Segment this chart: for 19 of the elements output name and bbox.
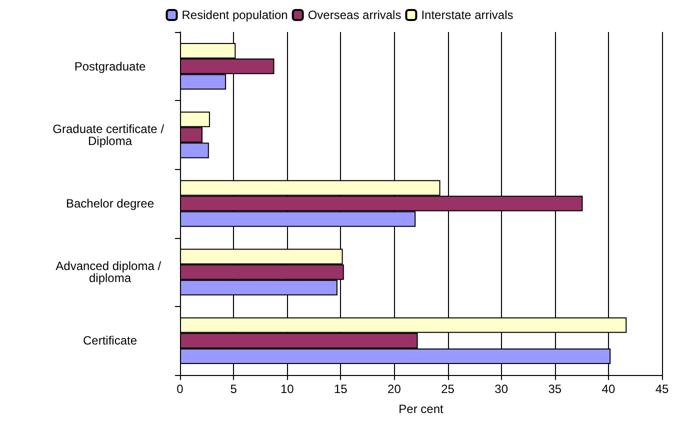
y-tick-label: Postgraduate [74, 59, 146, 74]
x-tick-label: 25 [441, 382, 455, 396]
x-axis-title: Per cent [398, 402, 444, 416]
y-tick-label: Certificate [82, 334, 138, 348]
x-tick-label: 5 [230, 382, 238, 396]
x-tick-label: 30 [494, 382, 508, 396]
x-tick-label: 45 [655, 382, 669, 396]
x-tick-label: 35 [548, 382, 562, 396]
x-tick-label: 15 [334, 382, 348, 396]
x-tick-label: 0 [176, 382, 184, 396]
y-tick-label: Bachelor degree [66, 196, 154, 210]
y-tick-label: Graduate certificate / Diploma [52, 122, 168, 148]
x-tick-label: 20 [388, 382, 402, 396]
legend-label: Resident population [182, 8, 288, 22]
x-tick-label: 10 [280, 382, 294, 396]
y-tick-label: Advanced diploma / diploma [56, 259, 164, 286]
legend-label: Overseas arrivals [308, 8, 402, 22]
x-tick-label: 40 [602, 382, 616, 396]
legend-label: Interstate arrivals [421, 8, 514, 22]
